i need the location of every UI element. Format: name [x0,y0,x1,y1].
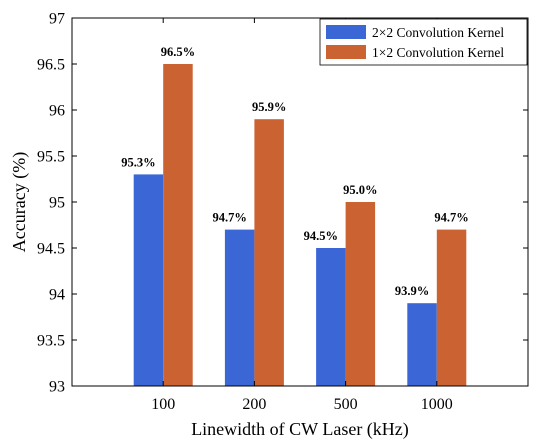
bar-1x2 [436,229,467,386]
y-tick-label: 94 [49,287,65,304]
bar-2x2 [133,174,164,386]
y-tick-label: 95 [49,195,65,212]
x-tick-label: 1000 [421,396,453,413]
y-tick-label: 93 [49,379,65,396]
bar-1x2 [163,64,193,386]
data-labels-group: 95.3% 96.5% 94.7% 95.9% 94.5% 95.0% 93.9% 94.7% [121,45,468,298]
y-tick-label: 95.5 [37,149,65,166]
y-axis-ticks: 93 93.5 94 94.5 95 95.5 96 96.5 97 [37,11,528,396]
legend-swatch-2x2 [326,25,366,39]
y-axis-title: Accuracy (%) [9,152,30,252]
x-tick-label: 100 [151,396,175,413]
legend-swatch-1x2 [326,45,366,59]
data-label: 94.7% [434,211,468,225]
data-label: 95.9% [252,100,286,114]
bars-group [133,64,467,386]
data-label: 96.5% [161,45,195,59]
legend-label-1x2: 1×2 Convolution Kernel [372,45,504,60]
data-label: 95.0% [343,183,377,197]
y-tick-label: 96 [49,103,65,120]
x-axis-title: Linewidth of CW Laser (kHz) [191,419,409,440]
bar-1x2 [345,202,376,386]
y-tick-label: 94.5 [37,241,65,258]
legend: 2×2 Convolution Kernel 1×2 Convolution K… [319,18,528,66]
bar-2x2 [407,303,437,386]
y-tick-label: 97 [49,11,65,28]
data-label: 94.5% [304,229,338,243]
x-tick-label: 200 [242,396,266,413]
data-label: 93.9% [395,284,429,298]
bar-1x2 [254,119,284,386]
data-label: 94.7% [212,211,246,225]
bar-2x2 [224,229,255,386]
y-tick-label: 93.5 [37,333,65,350]
y-tick-label: 96.5 [37,57,65,74]
data-label: 95.3% [121,155,155,169]
x-tick-label: 500 [334,396,358,413]
bar-2x2 [316,248,346,386]
legend-label-2x2: 2×2 Convolution Kernel [372,25,504,40]
